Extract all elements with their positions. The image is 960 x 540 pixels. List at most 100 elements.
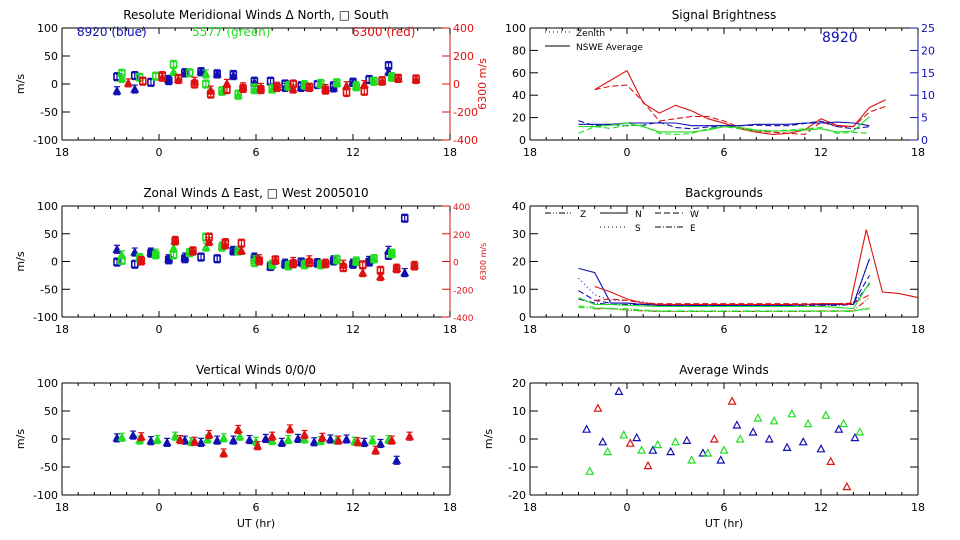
data-point-square xyxy=(394,74,403,83)
data-point-triangle xyxy=(632,432,642,442)
x-tick-label: 6 xyxy=(253,146,260,159)
legend-label: W xyxy=(690,210,699,220)
data-point-triangle xyxy=(703,448,713,457)
data-point-triangle xyxy=(585,466,595,475)
chart-title: Resolute Meridional Winds Δ North, □ Sou… xyxy=(123,8,389,22)
y-tick-label: 40 xyxy=(512,89,526,102)
data-point-square xyxy=(181,69,189,77)
data-point-square xyxy=(118,69,126,78)
data-point-triangle xyxy=(212,435,222,444)
x-tick-label: 0 xyxy=(624,501,631,514)
data-point-triangle xyxy=(753,413,763,422)
data-point-square xyxy=(223,85,231,94)
x-tick-label: 0 xyxy=(624,323,631,336)
data-point-triangle xyxy=(816,444,826,453)
data-point-triangle xyxy=(123,78,133,87)
series-line xyxy=(578,258,871,306)
x-tick-label: 6 xyxy=(721,323,728,336)
panel-vertical: Vertical Winds 0/0/018 0 6 12 18-100-5005010… xyxy=(14,363,457,530)
data-point-triangle xyxy=(375,271,385,281)
data-point-triangle xyxy=(201,242,211,251)
data-point-triangle xyxy=(392,455,402,464)
data-point-triangle xyxy=(855,427,865,436)
data-point-square xyxy=(392,264,401,273)
legend-label: NSWE Average xyxy=(576,43,643,53)
data-point-triangle xyxy=(117,73,127,83)
data-point-square xyxy=(171,237,179,245)
data-point-square xyxy=(257,85,265,94)
series-line xyxy=(594,229,919,306)
y-tick-label: -100 xyxy=(33,134,58,147)
data-point-triangle xyxy=(367,435,377,444)
annotation-label: 8920 xyxy=(822,30,858,46)
y2-tick-label: 5 xyxy=(921,112,928,125)
data-point-triangle xyxy=(732,420,742,429)
data-point-triangle xyxy=(603,446,613,456)
data-point-triangle xyxy=(648,445,658,454)
data-point-square xyxy=(221,238,230,247)
legend-label: Z xyxy=(580,210,586,220)
data-point-square xyxy=(410,262,419,270)
legend-item: 8920 (blue) xyxy=(77,25,147,39)
data-point-square xyxy=(237,239,246,247)
data-point-triangle xyxy=(637,445,647,454)
x-tick-label: 6 xyxy=(253,323,260,336)
y2-tick-label: 20 xyxy=(921,44,935,57)
x-tick-label: 18 xyxy=(55,146,69,159)
data-point-square xyxy=(360,87,369,96)
x-tick-label: 12 xyxy=(346,501,360,514)
x-tick-label: 18 xyxy=(523,146,537,159)
data-point-square xyxy=(190,80,199,88)
data-point-triangle xyxy=(162,437,172,446)
data-point-square xyxy=(289,259,297,268)
data-point-triangle xyxy=(821,410,831,419)
series-line xyxy=(578,282,870,310)
data-point-square xyxy=(400,214,409,223)
data-point-square xyxy=(289,80,297,88)
y-tick-label: 0 xyxy=(51,433,58,446)
x-tick-label: 0 xyxy=(624,146,631,159)
y2-tick-label: 0 xyxy=(453,259,459,269)
data-point-triangle xyxy=(716,455,726,464)
data-point-square xyxy=(197,67,205,76)
data-point-triangle xyxy=(236,245,246,254)
legend-label: Zenith xyxy=(576,29,605,39)
data-point-triangle xyxy=(317,432,327,441)
data-point-square xyxy=(147,78,155,87)
panel-meridional: Resolute Meridional Winds Δ North, □ Sou… xyxy=(14,8,489,159)
y-tick-label: -50 xyxy=(40,461,58,474)
data-point-square xyxy=(202,80,210,88)
data-point-square xyxy=(376,266,385,275)
data-point-triangle xyxy=(666,446,676,456)
data-point-square xyxy=(169,60,178,69)
data-point-triangle xyxy=(130,247,140,256)
data-point-square xyxy=(378,76,386,85)
data-point-square xyxy=(174,74,183,83)
data-point-square xyxy=(255,257,264,265)
data-point-triangle xyxy=(839,418,849,428)
x-tick-label: 18 xyxy=(523,501,537,514)
data-point-triangle xyxy=(598,437,608,446)
legend-item: 5577 (green) xyxy=(192,25,270,39)
data-point-triangle xyxy=(670,437,681,446)
y-axis-label: m/s xyxy=(482,429,495,449)
data-point-square xyxy=(305,258,314,267)
data-point-triangle xyxy=(798,437,808,446)
y2-tick-label: -400 xyxy=(453,134,478,147)
data-point-square xyxy=(181,254,189,263)
data-point-triangle xyxy=(245,434,255,444)
y2-tick-label: 0 xyxy=(453,78,460,91)
data-point-triangle xyxy=(112,244,122,253)
data-point-triangle xyxy=(293,433,303,443)
data-point-square xyxy=(189,247,197,255)
data-point-square xyxy=(358,261,367,269)
chart-title: Vertical Winds 0/0/0 xyxy=(196,363,316,377)
data-point-square xyxy=(316,79,325,88)
y2-tick-label: 200 xyxy=(453,50,474,63)
data-point-triangle xyxy=(219,448,229,457)
x-tick-label: 6 xyxy=(721,501,728,514)
data-point-square xyxy=(273,83,281,92)
